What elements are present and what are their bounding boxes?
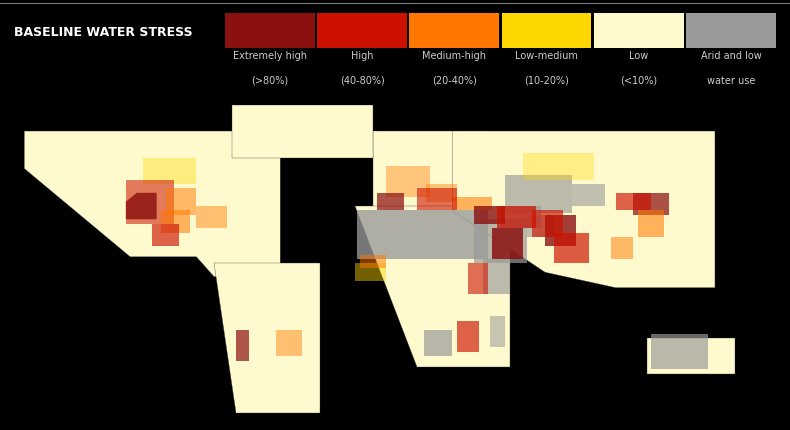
Polygon shape: [231, 104, 373, 157]
Polygon shape: [453, 131, 715, 288]
Text: (40-80%): (40-80%): [340, 76, 385, 86]
Polygon shape: [453, 197, 492, 210]
Polygon shape: [554, 233, 589, 264]
Polygon shape: [501, 206, 540, 228]
Text: Low-medium: Low-medium: [515, 51, 578, 61]
Polygon shape: [545, 215, 576, 246]
Polygon shape: [359, 255, 386, 268]
Polygon shape: [214, 264, 320, 414]
Text: (>80%): (>80%): [251, 76, 288, 86]
Polygon shape: [423, 330, 453, 356]
Polygon shape: [634, 193, 668, 215]
Text: (10-20%): (10-20%): [524, 76, 569, 86]
Polygon shape: [638, 210, 664, 237]
Polygon shape: [492, 228, 523, 259]
Polygon shape: [571, 184, 604, 206]
Polygon shape: [615, 193, 651, 210]
Text: Medium-high: Medium-high: [423, 51, 487, 61]
Polygon shape: [24, 131, 280, 276]
Polygon shape: [490, 316, 506, 347]
Polygon shape: [417, 188, 457, 210]
Polygon shape: [496, 206, 536, 228]
Polygon shape: [356, 206, 510, 367]
Bar: [686, 13, 776, 48]
Polygon shape: [475, 219, 528, 264]
Text: (20-40%): (20-40%): [432, 76, 477, 86]
Bar: [409, 13, 499, 48]
Bar: [225, 13, 315, 48]
Polygon shape: [651, 334, 709, 369]
Polygon shape: [378, 193, 404, 210]
Text: Arid and low: Arid and low: [701, 51, 762, 61]
Polygon shape: [358, 210, 487, 259]
Bar: [318, 13, 407, 48]
Text: Extremely high: Extremely high: [233, 51, 307, 61]
Polygon shape: [152, 224, 179, 246]
Polygon shape: [356, 264, 386, 281]
Polygon shape: [475, 206, 506, 224]
Bar: [502, 13, 592, 48]
Polygon shape: [161, 210, 190, 233]
Text: water use: water use: [707, 76, 755, 86]
Text: BASELINE WATER STRESS: BASELINE WATER STRESS: [14, 26, 193, 39]
Text: High: High: [351, 51, 374, 61]
Polygon shape: [236, 330, 250, 360]
Polygon shape: [126, 180, 175, 224]
Polygon shape: [144, 157, 197, 184]
Polygon shape: [126, 193, 156, 219]
Polygon shape: [506, 175, 571, 213]
Polygon shape: [276, 330, 303, 356]
Polygon shape: [373, 131, 487, 213]
Polygon shape: [611, 237, 634, 259]
Polygon shape: [528, 215, 554, 237]
Polygon shape: [523, 153, 593, 180]
Polygon shape: [165, 188, 197, 215]
Polygon shape: [532, 210, 562, 237]
Polygon shape: [646, 338, 735, 374]
Polygon shape: [386, 166, 431, 197]
Text: Low: Low: [629, 51, 649, 61]
Polygon shape: [426, 184, 457, 202]
Polygon shape: [483, 259, 510, 294]
Polygon shape: [197, 206, 228, 228]
Polygon shape: [468, 264, 487, 294]
Bar: [594, 13, 683, 48]
Text: (<10%): (<10%): [620, 76, 657, 86]
Polygon shape: [457, 321, 479, 352]
